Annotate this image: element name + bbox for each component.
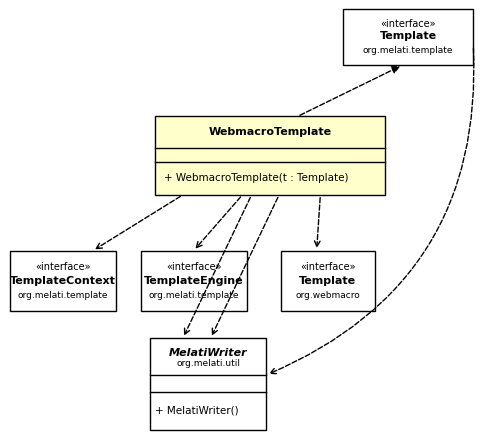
Text: + WebmacroTemplate(t : Template): + WebmacroTemplate(t : Template) <box>165 173 349 183</box>
Text: WebmacroTemplate: WebmacroTemplate <box>209 127 331 137</box>
Text: org.melati.template: org.melati.template <box>363 46 453 55</box>
Text: org.melati.util: org.melati.util <box>176 359 240 368</box>
Text: «interface»: «interface» <box>300 262 355 271</box>
Text: Template: Template <box>299 276 356 285</box>
Text: «interface»: «interface» <box>380 18 436 29</box>
Bar <box>155 116 385 195</box>
Text: «interface»: «interface» <box>166 262 221 271</box>
Text: + MelatiWriter(): + MelatiWriter() <box>155 406 239 416</box>
Text: org.melati.template: org.melati.template <box>18 291 108 300</box>
Text: Template: Template <box>380 31 436 41</box>
Bar <box>150 338 266 430</box>
Text: «interface»: «interface» <box>35 262 91 271</box>
Bar <box>141 251 246 311</box>
Bar <box>281 251 375 311</box>
Text: TemplateEngine: TemplateEngine <box>143 276 244 285</box>
Text: org.webmacro: org.webmacro <box>295 291 360 300</box>
Text: org.melati.template: org.melati.template <box>148 291 239 300</box>
Text: MelatiWriter: MelatiWriter <box>169 348 247 358</box>
Bar <box>343 9 473 65</box>
Text: TemplateContext: TemplateContext <box>10 276 116 285</box>
Bar <box>10 251 116 311</box>
